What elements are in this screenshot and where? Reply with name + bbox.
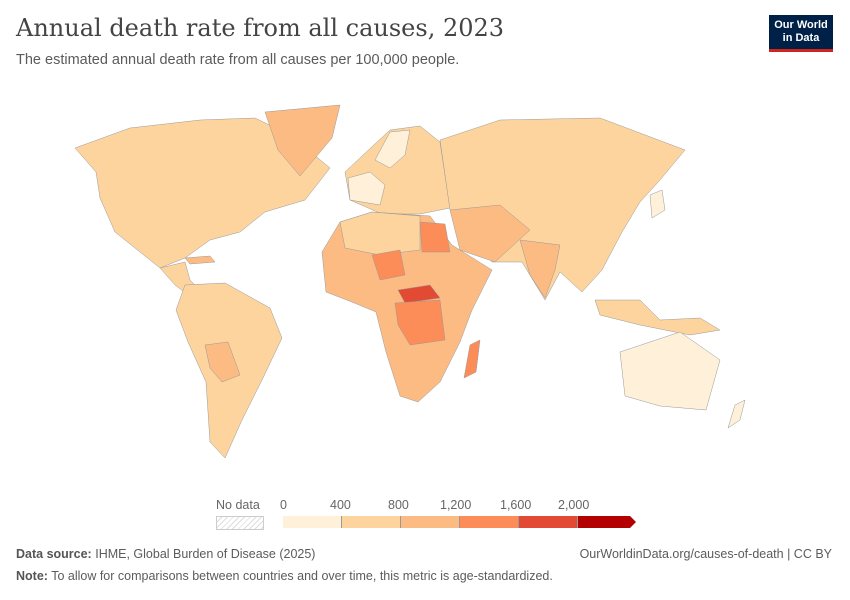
region-japan[interactable]	[649, 189, 666, 219]
region-new-zealand[interactable]	[727, 399, 746, 429]
region-congo[interactable]	[394, 299, 446, 346]
legend-no-data-label: No data	[216, 498, 260, 512]
legend-color-bar	[283, 516, 636, 528]
region-caribbean[interactable]	[184, 255, 216, 265]
legend-bin	[578, 516, 630, 528]
source-label: Data source:	[16, 547, 92, 561]
legend-tick: 400	[330, 498, 351, 512]
region-western-europe[interactable]	[347, 171, 386, 206]
region-southeast-asia[interactable]	[594, 299, 721, 336]
legend-arrow	[630, 516, 636, 528]
region-north-africa[interactable]	[339, 211, 421, 256]
region-india[interactable]	[519, 239, 561, 299]
legend-tick: 1,200	[440, 498, 472, 512]
legend-tick: 800	[388, 498, 409, 512]
legend-bin	[283, 516, 342, 528]
region-north-america[interactable]	[74, 117, 331, 269]
region-australia[interactable]	[619, 331, 721, 411]
region-middle-east[interactable]	[449, 204, 531, 263]
legend-tick: 2,000	[558, 498, 590, 512]
owid-logo[interactable]: Our World in Data	[769, 15, 833, 52]
data-source: Data source: IHME, Global Burden of Dise…	[16, 547, 315, 561]
source-url-link[interactable]: OurWorldinData.org/causes-of-death | CC …	[579, 547, 832, 561]
region-sahel[interactable]	[371, 249, 406, 281]
logo-line2: in Data	[782, 32, 820, 44]
region-egypt[interactable]	[419, 221, 451, 253]
note: Note: To allow for comparisons between c…	[16, 569, 553, 583]
legend-tick: 1,600	[500, 498, 532, 512]
chart-subtitle: The estimated annual death rate from all…	[16, 52, 460, 68]
legend-bin	[342, 516, 401, 528]
region-central-african-republic[interactable]	[397, 284, 441, 304]
chart-title: Annual death rate from all causes, 2023	[16, 14, 505, 42]
region-madagascar[interactable]	[463, 339, 481, 379]
legend-no-data-swatch	[216, 516, 264, 530]
legend-bin	[401, 516, 460, 528]
source-text: IHME, Global Burden of Disease (2025)	[95, 547, 316, 561]
note-text: To allow for comparisons between countri…	[51, 569, 553, 583]
legend-bin	[460, 516, 519, 528]
note-label: Note:	[16, 569, 48, 583]
region-scandinavia[interactable]	[374, 129, 411, 169]
logo-line1: Our World	[774, 19, 828, 31]
legend-bin	[519, 516, 578, 528]
region-greenland[interactable]	[264, 104, 341, 177]
region-bolivia-paraguay[interactable]	[204, 341, 241, 383]
legend-tick: 0	[280, 498, 287, 512]
